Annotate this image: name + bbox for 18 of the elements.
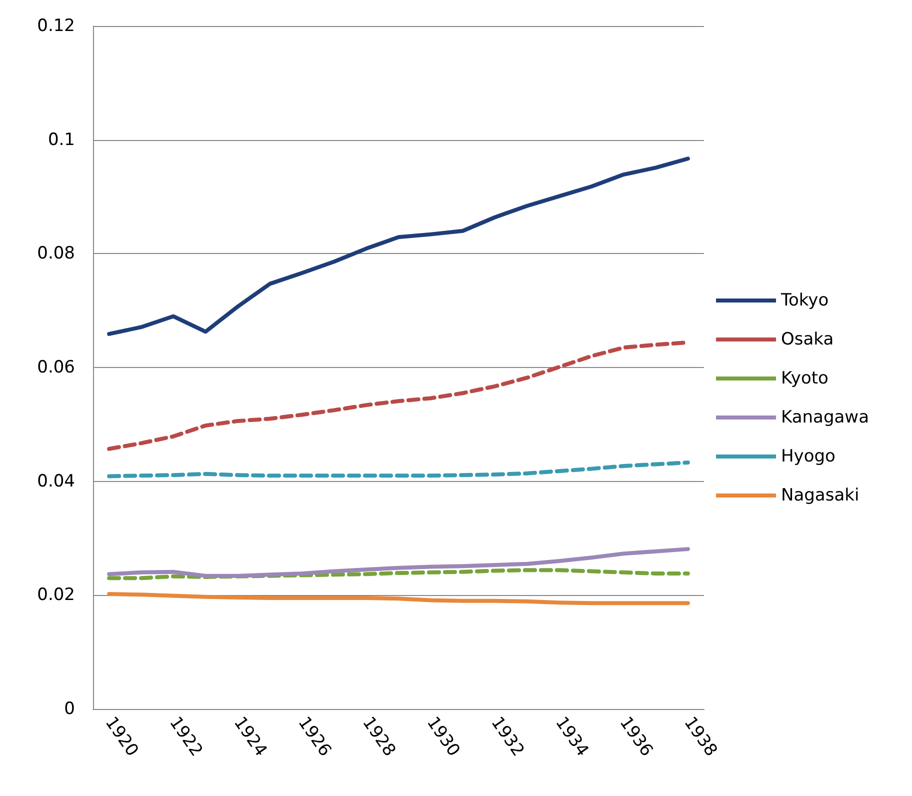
- legend-label: Nagasaki: [781, 486, 860, 506]
- y-tick-label: 0.08: [37, 244, 75, 264]
- line-series: [107, 592, 690, 606]
- legend-label: Hyogo: [781, 446, 836, 466]
- y-tick-label: 0.06: [37, 358, 75, 378]
- y-tick-label: 0.1: [48, 130, 75, 150]
- y-tick-label: 0.12: [37, 16, 75, 36]
- line-series: [107, 547, 690, 578]
- line-series: [107, 156, 690, 336]
- y-tick-label: 0.02: [37, 585, 75, 606]
- y-tick-label: 0: [64, 699, 75, 719]
- legend-label: Osaka: [781, 330, 834, 350]
- line-series: [107, 568, 690, 580]
- legend-label: Kyoto: [781, 368, 828, 388]
- y-tick-label: 0.04: [37, 471, 75, 492]
- legend-label: Kanagawa: [781, 408, 870, 428]
- line-series: [107, 460, 690, 478]
- legend-label: Tokyo: [780, 290, 829, 310]
